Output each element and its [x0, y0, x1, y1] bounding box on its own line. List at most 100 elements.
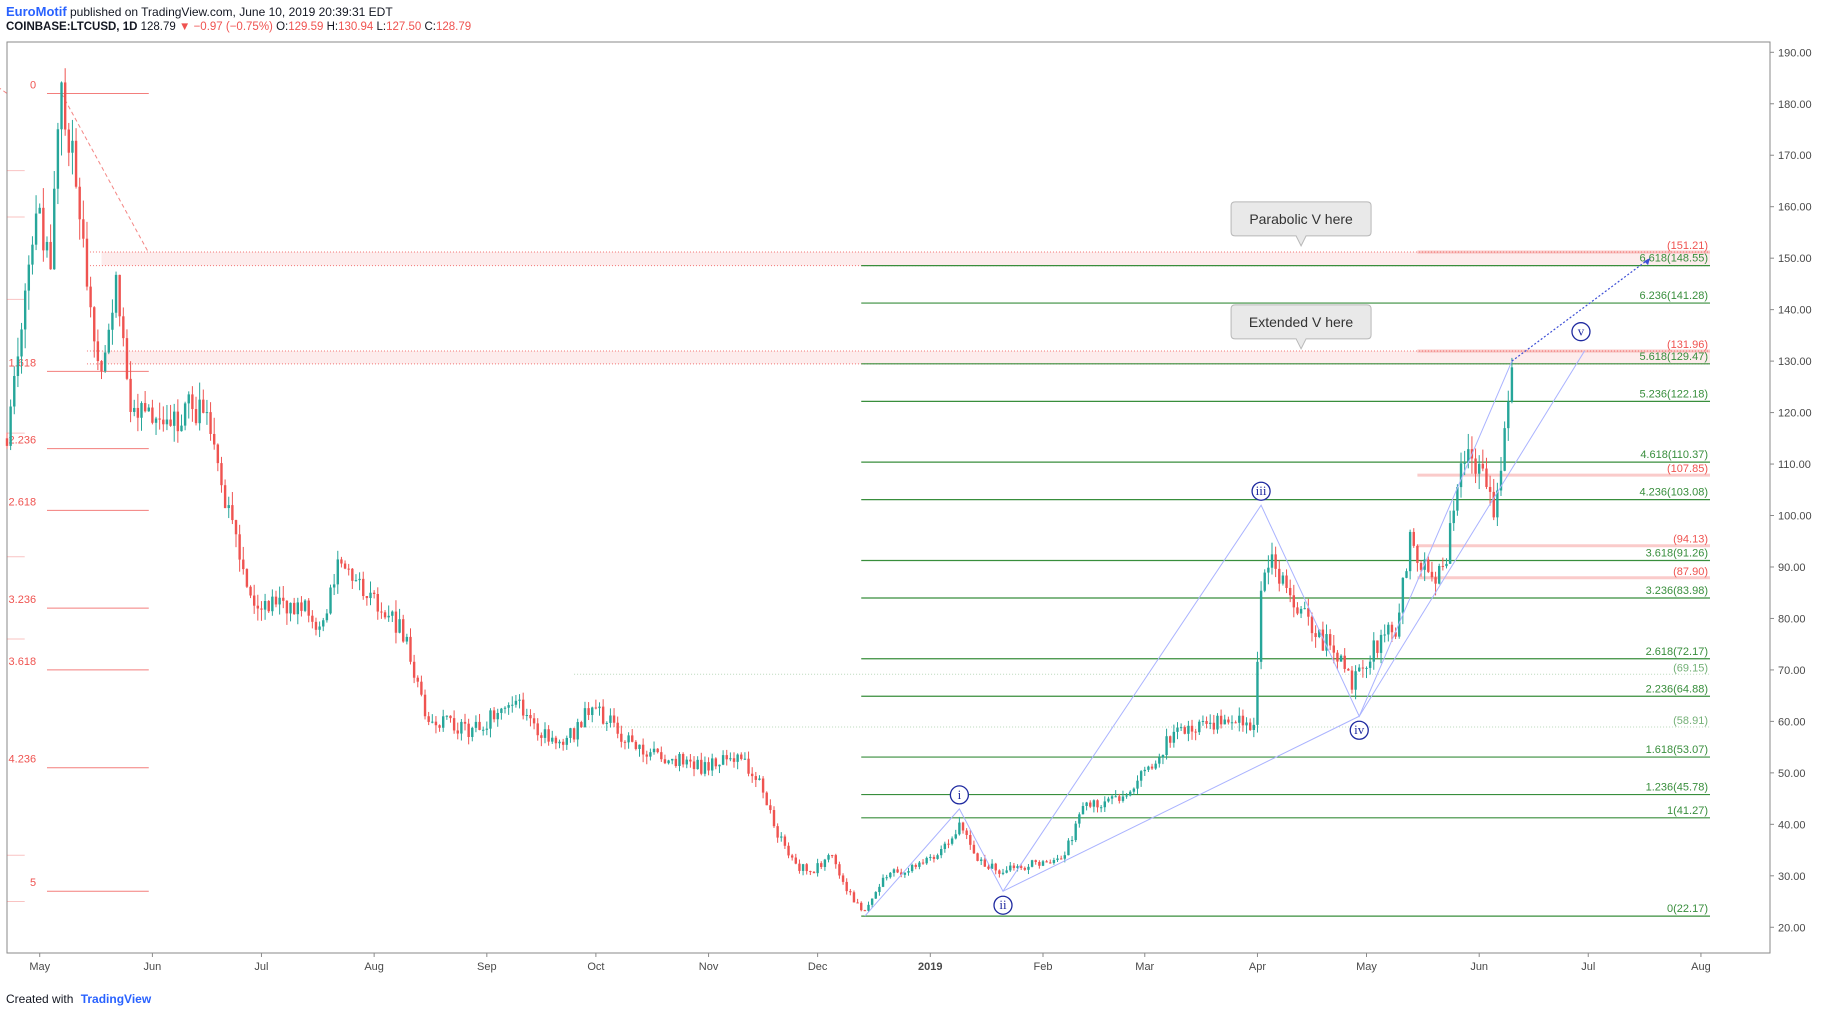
candle-body	[5, 438, 9, 446]
candle-body	[474, 721, 478, 728]
candle-body	[1183, 727, 1186, 734]
candle-body	[660, 752, 663, 760]
candle-body	[100, 361, 103, 372]
candle-body	[1354, 671, 1357, 690]
candle-body	[1481, 463, 1485, 469]
candle-body	[918, 862, 921, 867]
y-tick-label: 60.00	[1778, 716, 1806, 728]
candle-body	[1081, 805, 1085, 815]
candle-body	[921, 862, 925, 864]
candle-body	[729, 758, 732, 760]
y-tick-label: 20.00	[1778, 922, 1806, 934]
candle-body	[103, 352, 107, 372]
candle-body	[1154, 763, 1157, 769]
candle-body	[979, 859, 983, 861]
candle-body	[20, 329, 23, 357]
candle-body	[809, 871, 812, 873]
candle-body	[438, 725, 441, 728]
candle-body	[1143, 769, 1146, 772]
candle-body	[1507, 401, 1510, 429]
candle-body	[1190, 725, 1194, 732]
callout-box[interactable]	[1230, 201, 1372, 247]
candle-body	[932, 856, 936, 859]
fib-level-label: 4.236	[9, 754, 37, 766]
tradingview-logo[interactable]: TradingView	[80, 992, 152, 1006]
candle-body	[681, 753, 685, 765]
candle-body	[551, 737, 554, 742]
candle-body	[994, 863, 997, 871]
candle-body	[376, 594, 379, 612]
y-tick-label: 50.00	[1778, 768, 1806, 780]
candle-body	[641, 744, 645, 755]
candle-body	[529, 715, 532, 719]
candle-body	[445, 715, 449, 717]
candle-body	[1339, 655, 1343, 662]
trend-channel-line	[1358, 350, 1586, 717]
fib-red-label: (94.13)	[1673, 534, 1708, 546]
wave-marker[interactable]	[1349, 720, 1369, 740]
wave-label: ii	[999, 897, 1007, 912]
candle-body	[74, 140, 78, 187]
symbol-line: COINBASE:LTCUSD, 1D 128.79 ▼ −0.97 (−0.7…	[6, 21, 471, 33]
candle-body	[1332, 645, 1335, 653]
candle-body	[1412, 531, 1415, 546]
candle-body	[1263, 572, 1266, 591]
candle-body	[696, 759, 699, 770]
candle-body	[1205, 720, 1208, 724]
candle-body	[1034, 860, 1037, 862]
candle-body	[1496, 490, 1499, 518]
candle-body	[56, 129, 60, 189]
candle-body	[572, 728, 576, 740]
candle-body	[1165, 736, 1168, 756]
author-name[interactable]: EuroMotif	[6, 4, 67, 19]
candle-body	[245, 569, 249, 587]
candle-body	[576, 722, 579, 740]
candle-body	[434, 721, 438, 726]
candle-body	[234, 520, 238, 535]
candle-body	[783, 836, 787, 846]
close-label: C:	[424, 21, 436, 33]
fib-level-label: 1.618(53.07)	[1646, 744, 1708, 756]
callout-box[interactable]	[1230, 304, 1372, 350]
candle-body	[1401, 577, 1405, 613]
wave-marker[interactable]	[1571, 322, 1591, 342]
candle-body	[292, 602, 296, 615]
candle-body	[758, 778, 761, 780]
candle-body	[31, 244, 34, 265]
candle-body	[1445, 563, 1448, 567]
fib-trend-line	[0, 87, 8, 94]
wave-marker[interactable]	[993, 895, 1013, 915]
candle-body	[870, 898, 874, 905]
candle-body	[914, 864, 917, 867]
candle-body	[954, 834, 957, 839]
candle-body	[1041, 861, 1045, 866]
candle-body	[1110, 796, 1114, 799]
candle-body	[1074, 823, 1077, 841]
candle-body	[518, 699, 521, 701]
candle-body	[431, 721, 434, 723]
wave-marker[interactable]	[949, 785, 970, 805]
candle-body	[114, 274, 118, 313]
candle-body	[322, 620, 325, 627]
candle-body	[838, 864, 841, 876]
candle-body	[107, 329, 110, 353]
plot-area[interactable]	[6, 41, 1771, 954]
candle-body	[267, 601, 270, 612]
candle-body	[500, 708, 503, 713]
last-price: 128.79	[140, 21, 176, 33]
candle-body	[351, 568, 354, 581]
candle-body	[1027, 866, 1030, 870]
candle-body	[1492, 491, 1495, 518]
fib-level-label: 3.618(91.26)	[1646, 547, 1708, 559]
candle-body	[452, 718, 456, 731]
candle-body	[587, 708, 590, 716]
candle-body	[136, 407, 140, 418]
wave-marker[interactable]	[1251, 481, 1271, 501]
candle-body	[463, 721, 467, 724]
candle-body	[27, 264, 31, 291]
candle-body	[67, 129, 70, 153]
candle-body	[242, 559, 245, 570]
candle-body	[300, 602, 303, 611]
candle-body	[1103, 801, 1106, 808]
